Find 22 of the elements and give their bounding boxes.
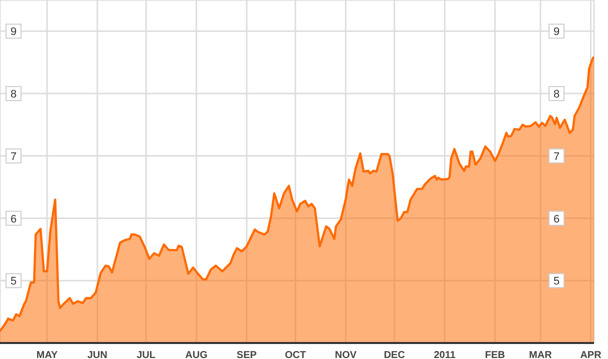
x-tick-label: OCT xyxy=(284,350,306,359)
x-tick-label: MAR xyxy=(529,350,553,359)
y2-tick-label: 6 xyxy=(553,213,560,226)
x-tick-label: MAY xyxy=(36,350,58,359)
x-tick-label: DEC xyxy=(384,350,405,359)
x-tick-label: AUG xyxy=(185,350,208,359)
y-tick-label: 8 xyxy=(10,88,17,101)
y-tick-label: 7 xyxy=(10,150,17,163)
y2-tick-label: 7 xyxy=(553,150,560,163)
x-tick-label: FEB xyxy=(485,350,505,359)
x-tick-label: JUL xyxy=(136,350,156,359)
y2-tick-label: 9 xyxy=(553,26,560,38)
x-tick-label: APR xyxy=(580,350,602,359)
y-tick-label: 9 xyxy=(10,26,17,38)
y2-tick-label: 8 xyxy=(553,88,560,101)
y-tick-label: 5 xyxy=(10,276,17,288)
y-tick-label: 6 xyxy=(10,213,17,226)
y2-tick-label: 5 xyxy=(553,276,560,288)
x-tick-label: NOV xyxy=(334,350,357,359)
x-tick-label: 2011 xyxy=(434,350,456,359)
x-tick-label: JUN xyxy=(87,350,108,359)
x-tick-label: SEP xyxy=(236,350,258,359)
